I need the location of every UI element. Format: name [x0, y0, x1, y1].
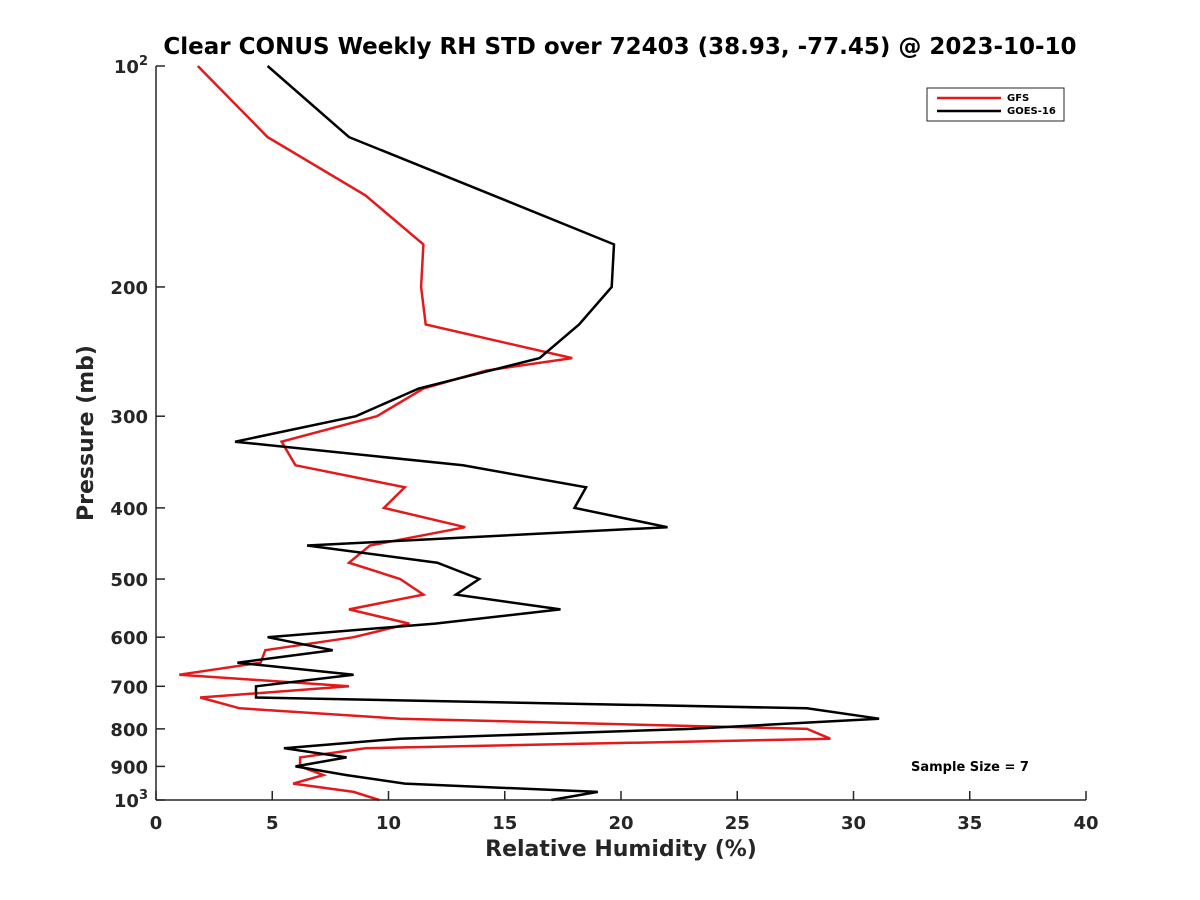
- x-tick-label: 20: [608, 813, 633, 834]
- series-line-goes16: [234, 65, 880, 802]
- y-tick-label: 102: [114, 54, 148, 78]
- sample-size-annotation: Sample Size = 7: [911, 760, 1029, 775]
- x-tick-label: 15: [492, 813, 517, 834]
- legend-label-gfs: GFS: [1007, 93, 1029, 104]
- x-tick-label: 25: [725, 813, 750, 834]
- x-tick-label: 5: [266, 813, 279, 834]
- x-tick-label: 35: [957, 813, 982, 834]
- legend: GFS GOES-16: [926, 87, 1065, 122]
- legend-box: [926, 87, 1065, 122]
- y-axis-label: Pressure (mb): [74, 345, 99, 521]
- y-tick-label: 900: [110, 757, 148, 778]
- y-tick-label: 700: [110, 677, 148, 698]
- x-ticks: 0 5 10 15 20 25 30 35 40: [150, 791, 1099, 834]
- y-tick-label: 103: [114, 788, 148, 812]
- x-tick-label: 0: [150, 813, 163, 834]
- y-tick-label: 500: [110, 570, 148, 591]
- y-tick-label: 600: [110, 628, 148, 649]
- y-ticks: 102 200 300 400 500 600 700 800 900 103: [110, 54, 165, 812]
- series-layer: [179, 65, 880, 802]
- y-tick-label: 300: [110, 407, 148, 428]
- y-tick-label: 200: [110, 278, 148, 299]
- x-tick-label: 10: [376, 813, 401, 834]
- x-tick-label: 30: [841, 813, 866, 834]
- series-line-gfs: [179, 65, 831, 802]
- y-tick-label: 800: [110, 720, 148, 741]
- legend-label-goes16: GOES-16: [1007, 106, 1056, 117]
- y-tick-label: 400: [110, 499, 148, 520]
- x-axis-label: Relative Humidity (%): [485, 837, 757, 862]
- x-tick-label: 40: [1073, 813, 1098, 834]
- chart-title: Clear CONUS Weekly RH STD over 72403 (38…: [163, 34, 1076, 60]
